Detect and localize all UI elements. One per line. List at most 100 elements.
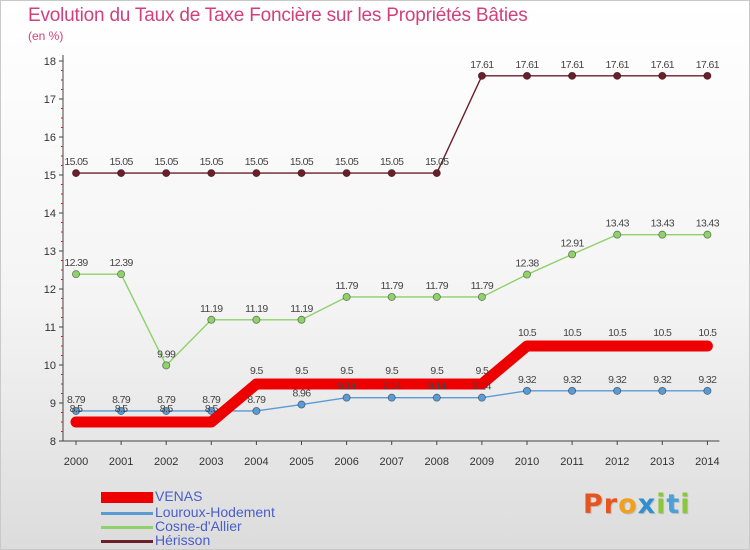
data-label-louroux-hodement: 9.32 xyxy=(563,374,582,386)
data-label-cosne-d-allier: 11.79 xyxy=(471,280,494,292)
data-label-herisson: 15.05 xyxy=(425,156,449,168)
data-label-venas: 10.5 xyxy=(518,327,537,339)
axes: 8 9 10 11 12 13 14 15 16 17 18 2000 2001 2002 2003 2004… xyxy=(44,55,720,468)
data-label-cosne-d-allier: 13.43 xyxy=(606,218,630,230)
data-label-herisson: 17.61 xyxy=(515,59,539,71)
logo-letter: t xyxy=(666,489,681,520)
legend-label-louroux-hodement: Louroux-Hodement xyxy=(155,504,275,520)
data-point-herisson xyxy=(162,169,171,178)
data-labels-layer: 15.05 15.05 15.05 15.05 15.05 15.05 15.05 15.05… xyxy=(64,59,720,415)
data-label-herisson: 15.05 xyxy=(245,156,269,168)
x-tick-label: 2009 xyxy=(470,456,494,468)
data-point-venas xyxy=(72,418,80,426)
data-point-cosne-d-allier xyxy=(162,361,171,370)
data-label-louroux-hodement: 9.14 xyxy=(338,381,357,393)
data-label-venas: 10.5 xyxy=(653,327,672,339)
data-label-cosne-d-allier: 12.38 xyxy=(515,258,539,270)
x-tick-label: 2000 xyxy=(64,456,88,468)
data-label-venas: 9.5 xyxy=(295,365,309,377)
data-label-herisson: 15.05 xyxy=(380,156,404,168)
data-point-cosne-d-allier xyxy=(568,250,577,259)
data-point-venas xyxy=(387,380,396,388)
data-label-venas: 9.5 xyxy=(250,365,264,377)
data-label-venas: 8.5 xyxy=(160,403,174,415)
data-label-cosne-d-allier: 9.99 xyxy=(157,348,176,360)
data-label-cosne-d-allier: 13.43 xyxy=(696,218,720,230)
x-tick-label: 2003 xyxy=(199,456,223,468)
data-label-cosne-d-allier: 12.91 xyxy=(560,237,584,249)
logo-letter: i xyxy=(680,489,691,520)
data-label-herisson: 17.61 xyxy=(606,59,630,71)
data-point-louroux-hodement xyxy=(297,400,306,409)
x-tick-label: 2012 xyxy=(605,456,629,468)
data-label-louroux-hodement: 8.79 xyxy=(247,394,266,406)
logo-letter: i xyxy=(656,489,667,520)
x-tick-label: 2004 xyxy=(244,456,268,468)
x-tick-label: 2014 xyxy=(695,456,719,468)
data-label-louroux-hodement: 9.32 xyxy=(608,374,627,386)
legend-label-herisson: Hérisson xyxy=(155,532,211,548)
data-label-venas: 8.5 xyxy=(205,403,219,415)
data-label-cosne-d-allier: 12.39 xyxy=(64,257,88,269)
y-tick-label: 10 xyxy=(44,360,56,372)
data-label-cosne-d-allier: 11.19 xyxy=(290,303,313,315)
x-tick-label: 2007 xyxy=(379,456,403,468)
data-label-venas: 9.5 xyxy=(385,365,399,377)
data-point-louroux-hodement xyxy=(117,406,126,415)
data-label-herisson: 17.61 xyxy=(651,59,675,71)
data-label-louroux-hodement: 8.79 xyxy=(67,394,86,406)
series-layer xyxy=(70,71,713,428)
y-tick-label: 14 xyxy=(44,208,56,220)
logo-letter: o xyxy=(618,489,638,520)
data-point-venas xyxy=(297,380,306,388)
data-point-herisson xyxy=(297,169,306,178)
data-label-herisson: 15.05 xyxy=(155,156,179,168)
data-point-cosne-d-allier xyxy=(387,292,396,301)
x-tick-label: 2001 xyxy=(109,456,133,468)
data-point-cosne-d-allier xyxy=(658,230,667,239)
data-point-cosne-d-allier xyxy=(72,270,81,279)
data-point-cosne-d-allier xyxy=(613,230,622,239)
x-tick-label: 2005 xyxy=(289,456,313,468)
data-label-louroux-hodement: 8.96 xyxy=(292,388,311,400)
data-point-herisson xyxy=(703,71,712,80)
data-point-louroux-hodement xyxy=(162,406,171,415)
data-point-herisson xyxy=(658,71,667,80)
data-point-herisson xyxy=(523,71,532,80)
data-label-venas: 9.5 xyxy=(430,365,444,377)
data-label-herisson: 17.61 xyxy=(470,59,494,71)
legend-swatch-venas xyxy=(101,492,153,503)
data-label-venas: 10.5 xyxy=(563,327,582,339)
data-label-cosne-d-allier: 11.19 xyxy=(245,303,268,315)
data-label-herisson: 15.05 xyxy=(290,156,314,168)
data-point-cosne-d-allier xyxy=(477,292,486,301)
data-label-herisson: 17.61 xyxy=(560,59,584,71)
data-label-herisson: 15.05 xyxy=(200,156,224,168)
x-tick-label: 2006 xyxy=(334,456,358,468)
data-point-louroux-hodement xyxy=(432,393,441,402)
data-point-herisson xyxy=(342,169,351,178)
data-label-cosne-d-allier: 11.79 xyxy=(426,280,449,292)
data-label-louroux-hodement: 9.14 xyxy=(428,381,447,393)
data-point-venas xyxy=(342,380,351,388)
data-point-venas xyxy=(207,418,216,426)
data-label-herisson: 15.05 xyxy=(64,156,88,168)
data-label-venas: 9.5 xyxy=(476,365,490,377)
data-label-venas: 8.5 xyxy=(70,403,84,415)
y-tick-label: 9 xyxy=(50,398,56,410)
data-label-cosne-d-allier: 11.79 xyxy=(335,280,358,292)
data-point-venas xyxy=(523,342,531,350)
data-point-venas xyxy=(117,418,126,426)
data-label-cosne-d-allier: 12.39 xyxy=(109,257,133,269)
data-point-herisson xyxy=(252,169,261,178)
data-point-cosne-d-allier xyxy=(523,270,532,279)
x-tick-label: 2008 xyxy=(425,456,449,468)
data-point-cosne-d-allier xyxy=(342,292,351,301)
data-label-herisson: 15.05 xyxy=(109,156,133,168)
data-point-venas xyxy=(703,342,712,350)
data-point-herisson xyxy=(477,71,486,80)
data-point-cosne-d-allier xyxy=(703,230,712,239)
data-point-louroux-hodement xyxy=(658,386,667,395)
data-point-venas xyxy=(613,342,622,350)
